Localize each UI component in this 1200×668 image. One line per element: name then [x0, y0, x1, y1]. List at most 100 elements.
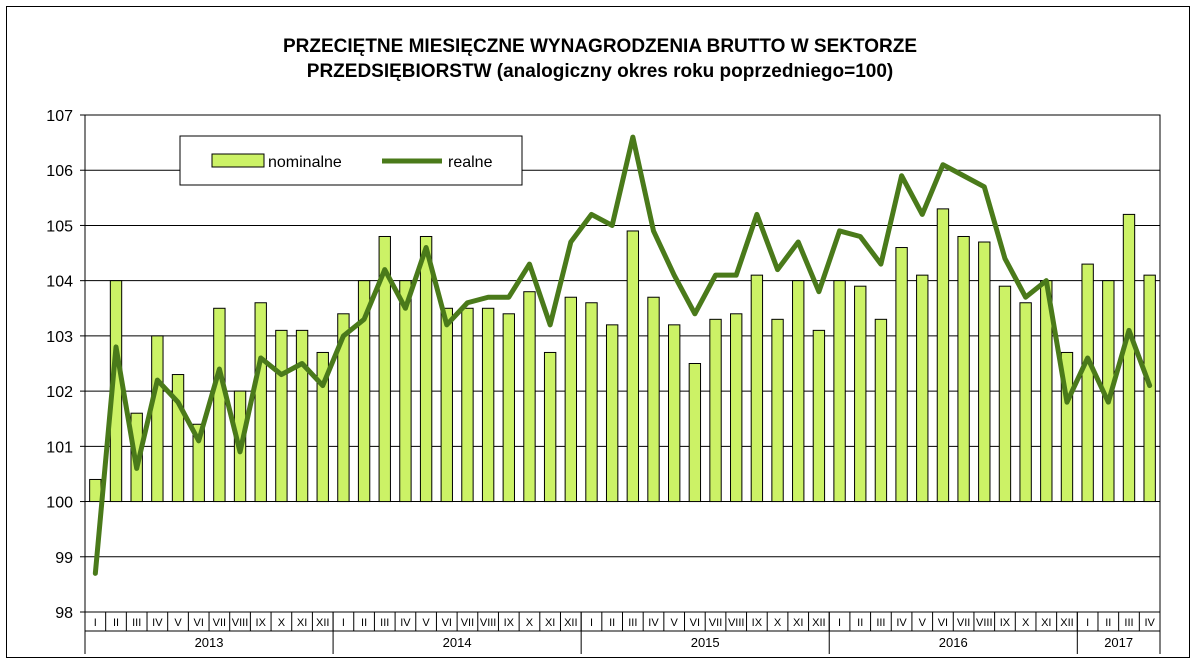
x-month-label: V [422, 617, 430, 629]
chart-title-line2: PRZEDSIĘBIORSTW (analogiczny okres roku … [306, 61, 894, 82]
line-point [797, 241, 799, 243]
x-month-label: VI [442, 617, 452, 629]
x-month-label: IX [1000, 617, 1011, 629]
bar [957, 235, 970, 503]
line-point [611, 224, 613, 226]
x-month-label: IX [504, 617, 515, 629]
bar [1060, 351, 1074, 503]
bar [750, 274, 764, 503]
x-month-label: VI [938, 617, 948, 629]
x-month-label: IV [896, 617, 907, 629]
bar [833, 280, 846, 503]
x-month-label: XII [1060, 617, 1073, 629]
x-month-label: II [857, 617, 863, 629]
x-month-label: II [361, 617, 367, 629]
x-month-label: VIII [480, 617, 497, 629]
line-point [756, 213, 758, 215]
line-point [280, 374, 282, 376]
bar [1019, 302, 1032, 503]
line-point [983, 186, 985, 188]
line-point [1045, 280, 1047, 282]
bar [337, 313, 350, 503]
x-month-label: VI [690, 617, 700, 629]
line-point [921, 213, 923, 215]
bar [151, 335, 164, 503]
y-tick-label: 103 [46, 329, 73, 346]
x-axis: I II III IV V VI VII VIII IX X XI XII I II III IV V VI VII… [84, 612, 1161, 654]
x-month-label: XII [316, 617, 329, 629]
line-point [198, 440, 200, 442]
x-month-label: I [342, 617, 345, 629]
line-point [777, 269, 779, 271]
line-point [901, 175, 903, 177]
line-point [963, 175, 965, 177]
y-tick-label: 105 [46, 218, 73, 235]
y-tick-label: 104 [46, 274, 73, 291]
bar [771, 318, 784, 503]
line-point [1025, 296, 1027, 298]
line-point [301, 363, 303, 364]
bar [688, 363, 702, 503]
bar [709, 318, 722, 503]
line-point [632, 136, 634, 138]
legend-label-realne: realne [448, 154, 493, 171]
bar [419, 235, 433, 503]
x-month-label: VIII [728, 617, 745, 629]
x-month-label: VII [461, 617, 474, 629]
bar [543, 351, 557, 503]
line-point [1107, 401, 1109, 403]
line-point [673, 274, 675, 276]
line-point [404, 307, 406, 309]
y-tick-label: 107 [46, 108, 73, 125]
line-point [570, 241, 572, 243]
line-point [1066, 401, 1068, 403]
line-point [466, 302, 468, 304]
x-year-label: 2013 [195, 635, 224, 650]
x-month-label: II [609, 617, 615, 629]
line-point [363, 318, 365, 320]
bar [916, 274, 929, 503]
x-month-label: I [590, 617, 593, 629]
line-point [239, 451, 241, 453]
line-point [94, 572, 96, 574]
bar [1081, 263, 1094, 503]
line-point [549, 324, 551, 326]
x-month-label: VII [957, 617, 970, 629]
line-point [218, 368, 220, 370]
x-year-label: 2017 [1104, 635, 1133, 650]
line-point [715, 274, 717, 276]
x-month-label: I [94, 617, 97, 629]
line-point [859, 235, 861, 237]
x-month-label: IV [400, 617, 411, 629]
legend: nominalne realne [179, 135, 523, 186]
line-point [1149, 385, 1151, 387]
line-point [528, 263, 530, 265]
bar [605, 324, 619, 503]
x-month-label: IX [752, 617, 763, 629]
bar [626, 230, 640, 503]
line-point [818, 291, 820, 293]
x-month-label: I [838, 617, 841, 629]
x-month-label: XI [1041, 617, 1051, 629]
bar [399, 280, 412, 503]
y-tick-label: 102 [46, 384, 73, 401]
bar [440, 307, 453, 503]
line-point [694, 313, 696, 315]
x-year-label: 2015 [691, 635, 720, 650]
bar [874, 318, 888, 503]
x-month-label: III [380, 617, 389, 629]
bar [502, 313, 515, 503]
x-month-label: X [526, 617, 534, 629]
x-month-label: III [1124, 617, 1133, 629]
line-point [1004, 258, 1006, 260]
bar [357, 280, 371, 503]
bar [192, 423, 205, 503]
chart-title-line1: PRZECIĘTNE MIESIĘCZNE WYNAGRODZENIA BRUT… [282, 36, 918, 57]
legend-label-nominalne: nominalne [268, 154, 342, 171]
line-realne [92, 134, 1153, 576]
bar [254, 302, 267, 503]
x-month-label: IX [256, 617, 267, 629]
bar [171, 374, 185, 503]
line-point [942, 164, 944, 166]
bar [295, 329, 309, 503]
